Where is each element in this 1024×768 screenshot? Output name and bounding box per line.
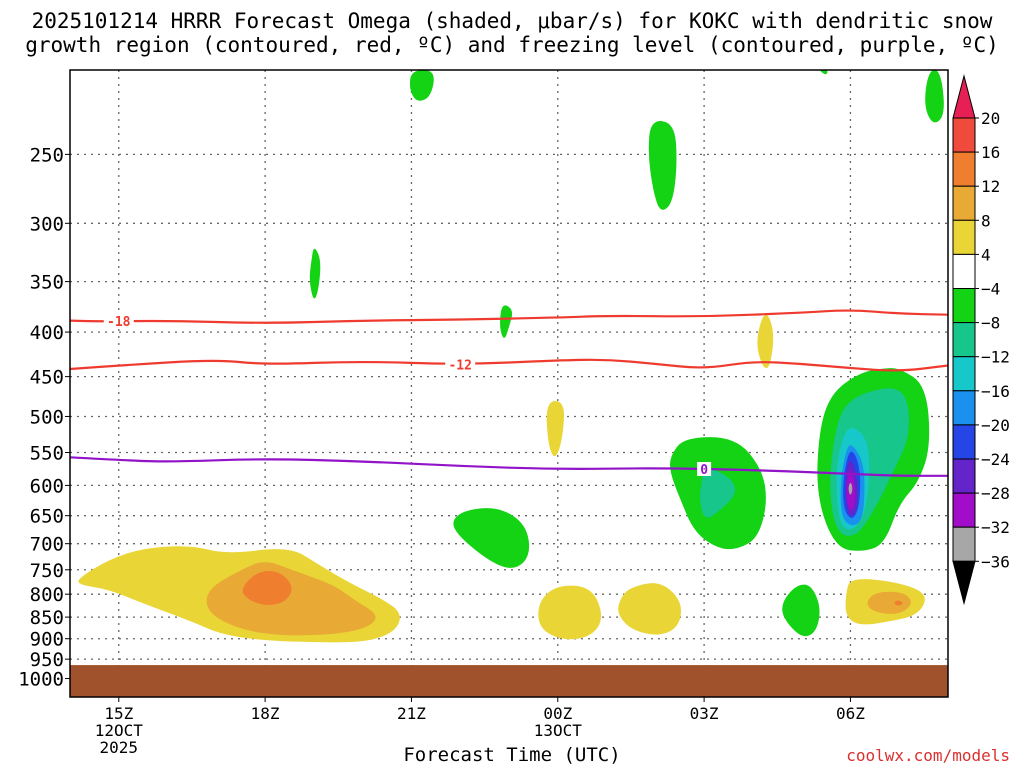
colorbar-label-8: −16 [981,382,1010,401]
colorbar-label-4: 4 [981,245,991,264]
omega-region-3 [648,121,677,210]
contour-dendritic-top [70,309,948,324]
contour-label-freezing-level: 0 [700,463,708,478]
omega-region-18 [453,508,530,568]
colorbar-label-6: −8 [981,314,1000,333]
y-axis: 2503003504004505005506006507007508008509… [18,144,70,691]
y-tick-label-600: 600 [30,475,64,497]
colorbar-label-0: 20 [981,109,1000,128]
y-tick-label-850: 850 [30,607,64,629]
omega-region-23 [538,585,602,640]
credit-text: coolwx.com/models [846,746,1010,765]
chart-title-line-1: 2025101214 HRRR Forecast Omega (shaded, … [31,9,993,33]
omega-region-0 [409,70,434,101]
omega-region-17 [848,482,853,495]
colorbar-bin-9 [952,424,976,460]
colorbar-bin-5 [952,288,976,324]
y-tick-label-300: 300 [30,213,64,235]
omega-region-22 [242,570,292,605]
y-tick-label-350: 350 [30,272,64,294]
x-tick-label-03Z: 03Z [690,704,719,723]
y-tick-label-650: 650 [30,506,64,528]
colorbar-label-7: −12 [981,348,1010,367]
colorbar-bottom-triangle [952,560,976,606]
chart-title-line-2: growth region (contoured, red, ºC) and f… [25,33,999,57]
colorbar-label-11: −28 [981,484,1010,503]
y-tick-label-550: 550 [30,443,64,465]
omega-region-4 [309,248,321,299]
colorbar-bin-2 [952,185,976,221]
omega-region-26 [867,591,911,614]
contour-label-dendritic-top: -18 [107,315,131,330]
colorbar-label-1: 16 [981,143,1000,162]
omega-shading [78,70,944,643]
contour-label-dendritic-bottom: -12 [448,359,471,374]
y-tick-label-750: 750 [30,560,64,582]
colorbar-bin-1 [952,151,976,187]
omega-region-19 [782,584,820,637]
colorbar-label-12: −32 [981,518,1010,537]
contour-label-bg-dendritic-top [103,314,134,329]
colorbar-label-2: 12 [981,177,1000,196]
x-tick-label-00Z: 00Z [543,704,572,723]
x-tick-label-15Z: 15Z [104,704,133,723]
colorbar-bin-7 [952,356,976,392]
contours: -18 -12 0 [70,309,948,478]
x-tick-sublabel-15Z-0: 12OCT [95,721,144,740]
colorbar-bin-8 [952,390,976,426]
contour-label-bg-freezing-level [697,461,712,476]
ground-terrain [70,665,948,697]
colorbar-bin-12 [952,526,976,562]
omega-region-1 [820,70,828,75]
omega-region-9 [700,469,736,518]
y-tick-label-700: 700 [30,534,64,556]
colorbar-bin-0 [952,117,976,153]
y-tick-label-950: 950 [30,649,64,671]
colorbar-bin-3 [952,219,976,255]
omega-region-24 [618,583,682,635]
x-tick-label-21Z: 21Z [397,704,426,723]
omega-region-27 [894,600,903,606]
terrain [70,665,948,697]
colorbar-label-10: −24 [981,450,1010,469]
x-axis-title: Forecast Time (UTC) [403,744,621,766]
y-tick-label-400: 400 [30,322,64,344]
x-tick-sublabel-00Z-0: 13OCT [534,721,583,740]
plot-frame [69,69,949,698]
colorbar: 20 16 12 8 4 −4 −8 −12 −16 −20 −24 −28 −32 −36 [952,74,1010,606]
omega-region-5 [500,305,513,338]
y-tick-label-500: 500 [30,406,64,428]
colorbar-label-9: −20 [981,416,1010,435]
contour-freezing-level [70,456,948,477]
y-tick-label-250: 250 [30,144,64,166]
colorbar-bin-6 [952,322,976,358]
y-tick-label-450: 450 [30,367,64,389]
x-tick-label-06Z: 06Z [836,704,865,723]
omega-region-7 [546,401,565,457]
colorbar-bin-4 [952,253,976,289]
colorbar-bin-11 [952,492,976,528]
colorbar-bin-10 [952,458,976,494]
colorbar-label-13: −36 [981,552,1010,571]
omega-region-2 [925,70,944,123]
y-tick-label-800: 800 [30,584,64,606]
colorbar-top-triangle [952,74,976,119]
colorbar-label-3: 8 [981,211,991,230]
x-tick-label-18Z: 18Z [251,704,280,723]
contour-dendritic-bottom [70,358,948,372]
y-tick-label-1000: 1000 [18,669,64,691]
colorbar-label-5: −4 [981,280,1000,299]
omega-region-6 [757,314,774,369]
contour-label-bg-dendritic-bottom [445,357,476,372]
y-tick-label-900: 900 [30,629,64,651]
x-tick-sublabel-15Z-1: 2025 [100,738,139,757]
